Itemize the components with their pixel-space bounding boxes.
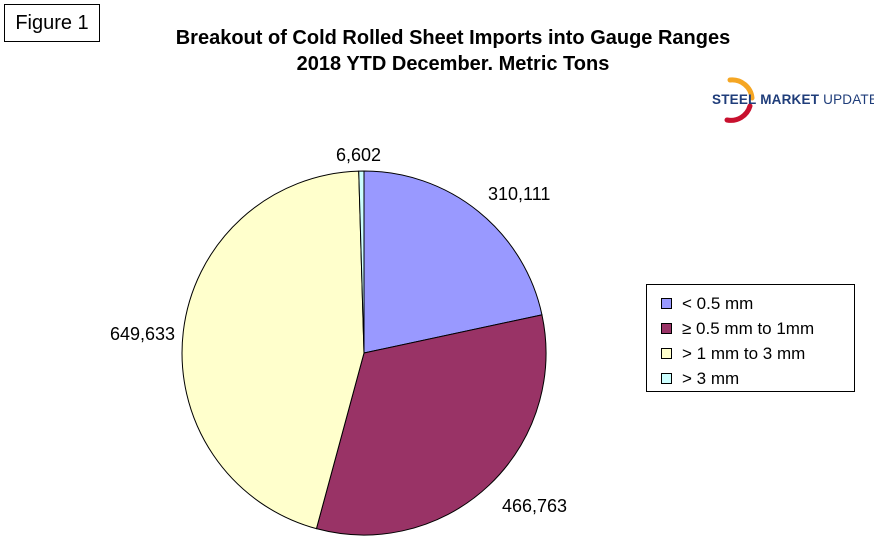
steel-market-update-logo: STEEL MARKET UPDATE <box>700 76 874 126</box>
logo-text: STEEL MARKET UPDATE <box>712 92 874 107</box>
pie-slice-3 <box>181 170 365 530</box>
legend-item-1: < 0.5 mm <box>661 291 854 316</box>
legend-label: > 1 mm to 3 mm <box>682 343 806 363</box>
logo-swoosh-icon <box>724 77 755 123</box>
legend-swatch <box>661 323 672 334</box>
legend-item-3: > 1 mm to 3 mm <box>661 341 854 366</box>
figure-label: Figure 1 <box>4 4 100 42</box>
data-label-2: 466,763 <box>502 496 568 516</box>
legend-swatch <box>661 373 672 384</box>
pie-slice-1 <box>363 170 543 354</box>
legend-item-4: > 3 mm <box>661 366 854 391</box>
data-label-4: 6,602 <box>336 145 382 165</box>
legend-label: ≥ 0.5 mm to 1mm <box>682 318 815 338</box>
logo-normal-text: UPDATE <box>819 92 874 107</box>
data-label-3: 649,633 <box>110 324 176 344</box>
chart-legend: < 0.5 mm ≥ 0.5 mm to 1mm > 1 mm to 3 mm > 3… <box>646 284 855 392</box>
legend-item-2: ≥ 0.5 mm to 1mm <box>661 316 854 341</box>
data-label-1: 310,111 <box>488 184 551 204</box>
logo-bold-text: STEEL MARKET <box>712 92 820 107</box>
legend-label: < 0.5 mm <box>682 293 754 313</box>
chart-subtitle: 2018 YTD December. Metric Tons <box>296 53 610 75</box>
legend-swatch <box>661 298 672 309</box>
pie-slice-2 <box>315 314 547 536</box>
chart-title: Breakout of Cold Rolled Sheet Imports in… <box>175 27 731 49</box>
legend-label: > 3 mm <box>682 368 740 388</box>
pie-slice-4 <box>358 170 365 354</box>
legend-swatch <box>661 348 672 359</box>
